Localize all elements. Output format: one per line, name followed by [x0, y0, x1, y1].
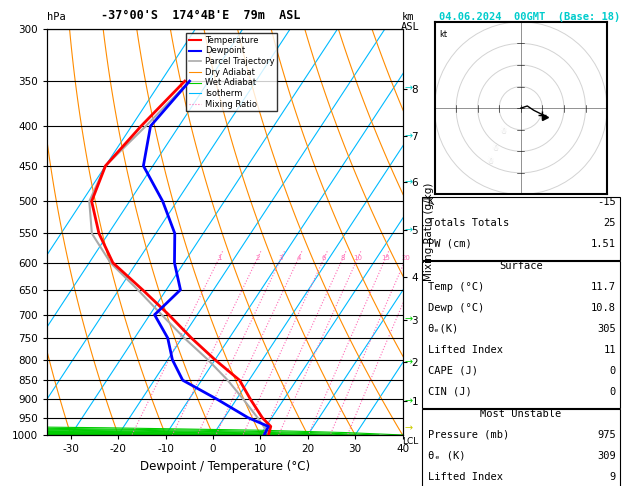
Text: -15: -15	[598, 197, 616, 207]
Text: 8: 8	[340, 255, 345, 261]
Text: θₑ (K): θₑ (K)	[428, 451, 465, 461]
Text: →: →	[404, 396, 413, 406]
Legend: Temperature, Dewpoint, Parcel Trajectory, Dry Adiabat, Wet Adiabat, Isotherm, Mi: Temperature, Dewpoint, Parcel Trajectory…	[186, 34, 277, 111]
Text: 3: 3	[279, 255, 284, 261]
Text: $☃$: $☃$	[486, 154, 495, 166]
Text: θₑ(K): θₑ(K)	[428, 324, 459, 334]
Text: 11: 11	[603, 345, 616, 355]
Text: 9: 9	[610, 472, 616, 482]
Text: 4: 4	[296, 255, 301, 261]
Text: 11.7: 11.7	[591, 282, 616, 292]
Text: $☃$: $☃$	[491, 141, 499, 153]
Text: PW (cm): PW (cm)	[428, 239, 471, 249]
Text: $☃$: $☃$	[499, 124, 508, 136]
Text: -37°00'S  174°4B'E  79m  ASL: -37°00'S 174°4B'E 79m ASL	[101, 9, 300, 22]
Text: →: →	[404, 226, 413, 235]
Text: Lifted Index: Lifted Index	[428, 345, 503, 355]
Text: hPa: hPa	[47, 12, 66, 22]
Text: 975: 975	[598, 430, 616, 440]
X-axis label: Dewpoint / Temperature (°C): Dewpoint / Temperature (°C)	[140, 460, 310, 472]
Text: Most Unstable: Most Unstable	[480, 409, 562, 419]
Text: ASL: ASL	[401, 21, 420, 32]
Y-axis label: Mixing Ratio (g/kg): Mixing Ratio (g/kg)	[424, 183, 434, 281]
Text: 10.8: 10.8	[591, 303, 616, 313]
Text: →: →	[404, 314, 413, 325]
Text: 1: 1	[217, 255, 221, 261]
Text: 309: 309	[598, 451, 616, 461]
Text: 10: 10	[353, 255, 362, 261]
Text: Lifted Index: Lifted Index	[428, 472, 503, 482]
Bar	[421, 409, 620, 486]
Text: Dewp (°C): Dewp (°C)	[428, 303, 484, 313]
Text: 305: 305	[598, 324, 616, 334]
Text: 0: 0	[610, 366, 616, 376]
Text: Totals Totals: Totals Totals	[428, 218, 509, 228]
Bar	[421, 261, 620, 408]
Text: 2: 2	[255, 255, 260, 261]
Text: →: →	[404, 177, 413, 187]
Text: →: →	[404, 84, 413, 94]
Text: CAPE (J): CAPE (J)	[428, 366, 477, 376]
Text: →: →	[404, 131, 413, 141]
Text: kt: kt	[439, 31, 447, 39]
Text: K: K	[428, 197, 434, 207]
Text: 6: 6	[322, 255, 326, 261]
Text: 0: 0	[610, 387, 616, 397]
Text: 04.06.2024  00GMT  (Base: 18): 04.06.2024 00GMT (Base: 18)	[439, 12, 620, 22]
Text: LCL: LCL	[403, 437, 419, 446]
Text: →: →	[404, 423, 413, 433]
Text: 20: 20	[401, 255, 411, 261]
Bar	[421, 197, 620, 260]
Text: Temp (°C): Temp (°C)	[428, 282, 484, 292]
Text: CIN (J): CIN (J)	[428, 387, 471, 397]
Text: 15: 15	[381, 255, 390, 261]
Text: →: →	[404, 357, 413, 367]
Text: km: km	[401, 12, 414, 22]
Text: 1.51: 1.51	[591, 239, 616, 249]
Text: Pressure (mb): Pressure (mb)	[428, 430, 509, 440]
Text: Surface: Surface	[499, 261, 543, 271]
Text: 25: 25	[603, 218, 616, 228]
